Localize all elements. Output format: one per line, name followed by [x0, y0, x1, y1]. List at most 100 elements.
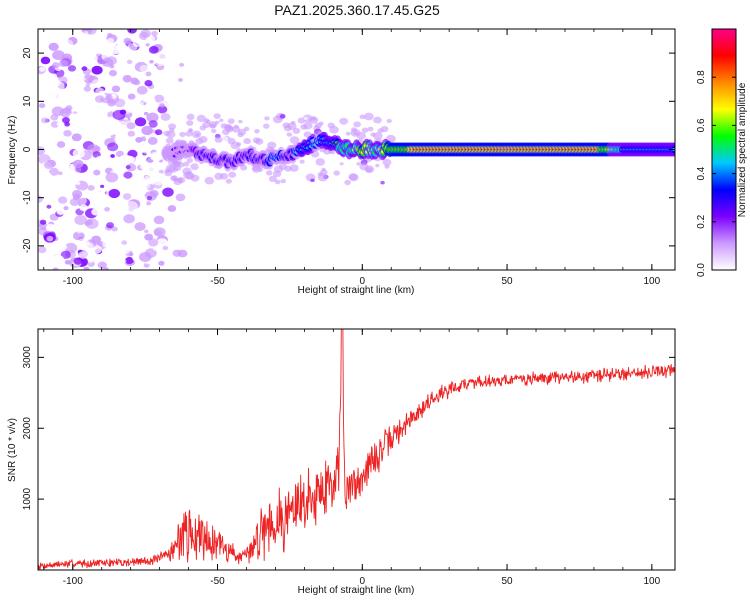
noise-blob — [64, 92, 72, 98]
noise-blob — [146, 195, 153, 201]
noise-blob — [67, 65, 77, 72]
colorbar-ticks: 0.0 0.2 0.4 0.6 0.8 — [696, 28, 737, 277]
noise-blob — [123, 171, 133, 179]
noise-blob — [149, 59, 154, 64]
noise-blob — [243, 138, 251, 145]
noise-blob — [310, 178, 315, 183]
noise-blob — [57, 171, 63, 176]
noise-blob — [195, 138, 204, 145]
noise-blob — [150, 40, 156, 45]
noise-blob — [108, 69, 117, 77]
noise-blob — [141, 147, 151, 154]
noise-blob — [145, 178, 152, 183]
noise-blob — [226, 124, 232, 129]
noise-blob — [203, 118, 210, 123]
noise-blob — [195, 133, 200, 137]
noise-blob — [163, 130, 171, 137]
noise-blob — [121, 240, 128, 245]
noise-blob — [158, 77, 168, 84]
spectrogram-y-label: Frequency (Hz) — [7, 116, 18, 185]
noise-blob — [150, 151, 163, 162]
noise-blob — [186, 120, 194, 126]
noise-blob — [52, 204, 59, 210]
noise-blob — [83, 31, 89, 35]
noise-blob — [38, 246, 47, 254]
noise-blob — [148, 46, 159, 54]
noise-blob — [107, 37, 115, 44]
noise-blob — [386, 118, 392, 124]
noise-blob — [39, 66, 46, 72]
snr-x-tick-label: 50 — [502, 576, 514, 587]
noise-blob — [317, 173, 328, 182]
noise-blob — [140, 29, 151, 38]
noise-blob — [93, 118, 99, 123]
noise-blob — [95, 155, 104, 163]
noise-blob — [157, 105, 168, 114]
noise-blob — [42, 109, 51, 116]
noise-blob — [149, 109, 155, 114]
noise-blob — [160, 113, 171, 121]
noise-blob — [154, 94, 165, 103]
noise-blob — [65, 170, 75, 178]
noise-blob — [237, 128, 247, 136]
noise-blob — [105, 172, 119, 183]
noise-blob — [114, 260, 120, 265]
noise-blob — [135, 260, 145, 268]
noise-blob — [143, 111, 149, 116]
noise-blob — [81, 66, 88, 71]
noise-blob — [145, 43, 150, 47]
noise-blob — [75, 181, 81, 186]
noise-blob — [158, 69, 168, 77]
noise-blob — [42, 80, 48, 85]
noise-blob — [139, 64, 149, 73]
noise-blob — [64, 242, 78, 254]
noise-blob — [252, 165, 261, 173]
noise-blob — [136, 85, 148, 95]
noise-blob — [40, 253, 50, 261]
noise-blob — [61, 222, 75, 233]
noise-blob — [382, 158, 392, 166]
noise-blob — [76, 98, 85, 105]
noise-blob — [164, 168, 171, 174]
noise-blob — [153, 177, 164, 186]
spectrogram-x-tick-label: 100 — [643, 276, 660, 287]
noise-blob — [116, 66, 123, 72]
noise-blob — [159, 103, 165, 108]
noise-blob — [107, 209, 118, 218]
snr-y-tick-label: 1000 — [22, 488, 33, 511]
noise-blob — [186, 113, 195, 121]
noise-blob — [303, 121, 313, 130]
noise-blob — [87, 184, 95, 191]
noise-blob — [93, 169, 101, 176]
noise-blob — [384, 164, 390, 169]
noise-blob — [134, 222, 146, 231]
noise-blob — [72, 189, 83, 199]
noise-blob — [361, 127, 369, 133]
noise-blob — [89, 164, 95, 169]
noise-blob — [165, 71, 177, 81]
snr-plot-area — [38, 329, 675, 570]
noise-blob — [292, 127, 301, 134]
noise-blob — [121, 180, 133, 191]
noise-blob — [179, 62, 184, 67]
noise-blob — [68, 113, 80, 123]
noise-blob — [123, 117, 129, 121]
noise-blob — [225, 178, 232, 184]
noise-blob — [309, 116, 319, 124]
noise-blob — [367, 126, 374, 132]
noise-blob — [156, 238, 168, 248]
spectrogram-y-tick-label: 0 — [22, 146, 33, 152]
noise-blob — [286, 132, 293, 137]
noise-blob — [337, 164, 347, 173]
noise-blob — [264, 116, 270, 121]
noise-blob — [214, 172, 224, 180]
colorbar-label: Normalized spectral amplitude — [737, 82, 748, 217]
noise-blob — [365, 167, 373, 173]
noise-blob — [144, 233, 153, 241]
spectrogram-y-tick-label: -20 — [22, 238, 33, 253]
noise-blob — [85, 218, 99, 229]
noise-blob — [134, 117, 147, 127]
spectrogram-x-tick-label: -100 — [63, 276, 83, 287]
noise-blob — [119, 109, 127, 115]
